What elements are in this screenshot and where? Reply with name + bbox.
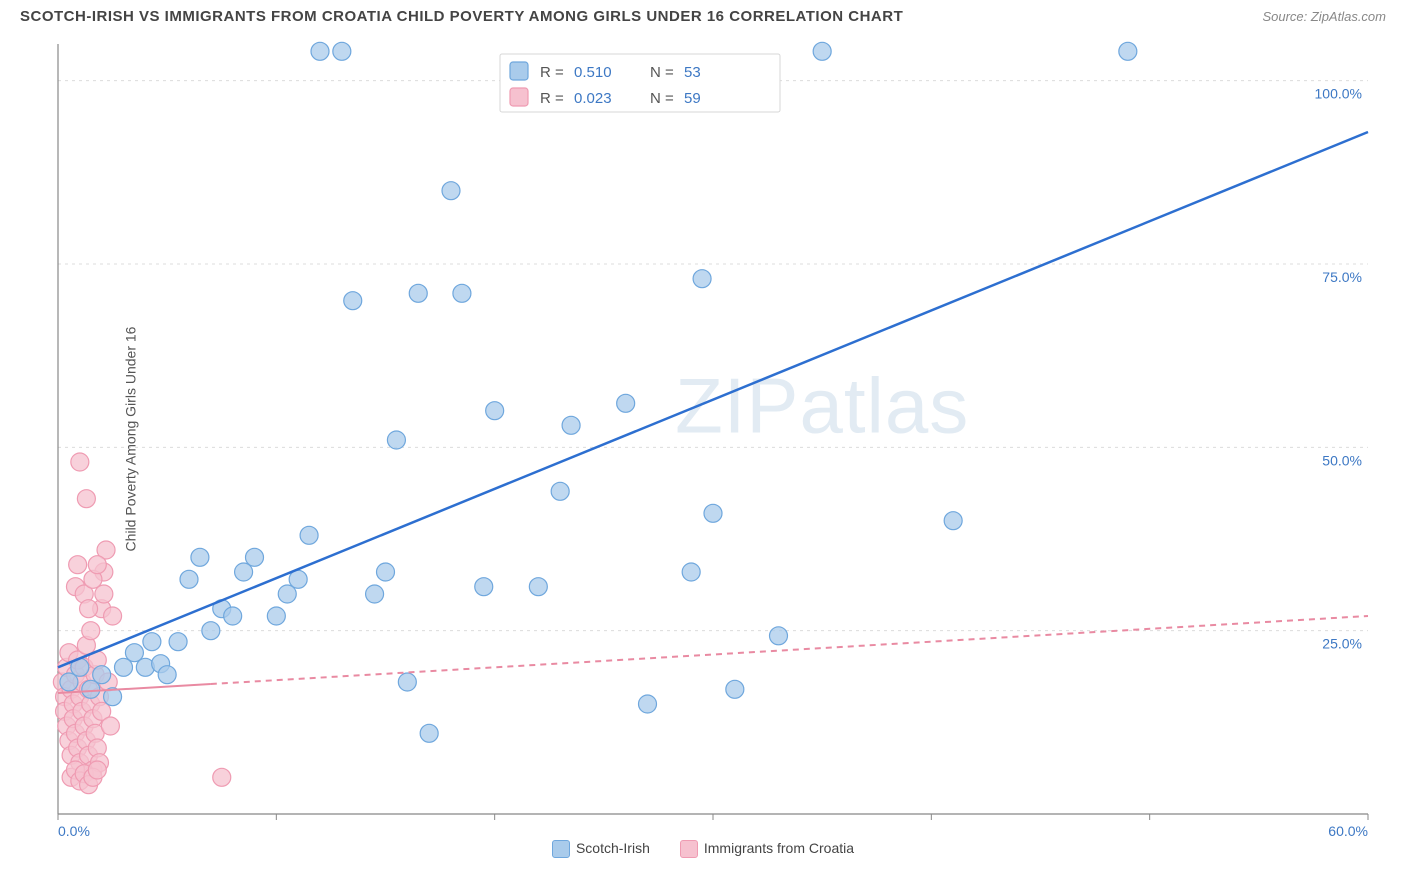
data-point <box>617 394 635 412</box>
data-point <box>180 570 198 588</box>
data-point <box>377 563 395 581</box>
legend-r-value: 0.023 <box>574 90 612 107</box>
data-point <box>366 585 384 603</box>
legend-n-label: N = <box>650 90 674 107</box>
data-point <box>562 416 580 434</box>
data-point <box>1119 42 1137 60</box>
data-point <box>551 482 569 500</box>
y-tick-label: 50.0% <box>1322 452 1362 468</box>
data-point <box>77 490 95 508</box>
data-point <box>704 504 722 522</box>
data-point <box>224 607 242 625</box>
data-point <box>191 548 209 566</box>
data-point <box>813 42 831 60</box>
data-point <box>453 284 471 302</box>
data-point <box>69 556 87 574</box>
y-axis-label: Child Poverty Among Girls Under 16 <box>122 327 138 552</box>
data-point <box>398 673 416 691</box>
legend-n-label: N = <box>650 64 674 81</box>
watermark: ZIPatlas <box>675 362 969 450</box>
y-tick-label: 25.0% <box>1322 636 1362 652</box>
data-point <box>101 717 119 735</box>
data-point <box>944 512 962 530</box>
chart-title: SCOTCH-IRISH VS IMMIGRANTS FROM CROATIA … <box>20 8 903 25</box>
data-point <box>639 695 657 713</box>
data-point <box>300 526 318 544</box>
data-point <box>442 182 460 200</box>
data-point <box>420 724 438 742</box>
data-point <box>693 270 711 288</box>
data-point <box>213 768 231 786</box>
correlation-legend: R = 0.510 N = 53 R = 0.023 N = 59 <box>500 54 780 112</box>
data-point <box>409 284 427 302</box>
data-point <box>311 42 329 60</box>
source-label: Source: <box>1262 9 1310 24</box>
data-point <box>770 627 788 645</box>
data-point <box>486 402 504 420</box>
legend-r-value: 0.510 <box>574 64 612 81</box>
data-point <box>475 578 493 596</box>
data-point <box>529 578 547 596</box>
data-point <box>104 607 122 625</box>
legend-r-label: R = <box>540 90 564 107</box>
chart-area: Child Poverty Among Girls Under 16 ZIPat… <box>40 34 1386 844</box>
data-point <box>387 431 405 449</box>
y-tick-label: 75.0% <box>1322 269 1362 285</box>
data-point <box>169 633 187 651</box>
chart-header: SCOTCH-IRISH VS IMMIGRANTS FROM CROATIA … <box>0 0 1406 29</box>
y-tick-label: 100.0% <box>1315 86 1362 102</box>
data-point <box>344 292 362 310</box>
data-point <box>143 633 161 651</box>
data-point <box>82 622 100 640</box>
x-tick-label: 60.0% <box>1328 823 1368 839</box>
data-point <box>80 600 98 618</box>
data-point <box>726 680 744 698</box>
data-point <box>71 453 89 471</box>
legend-swatch <box>510 62 528 80</box>
data-point <box>267 607 285 625</box>
data-point <box>88 761 106 779</box>
legend-n-value: 59 <box>684 90 701 107</box>
trend-line <box>58 132 1368 667</box>
x-tick-label: 0.0% <box>58 823 90 839</box>
data-point <box>202 622 220 640</box>
source-value: ZipAtlas.com <box>1311 9 1386 24</box>
data-point <box>88 556 106 574</box>
data-point <box>158 666 176 684</box>
data-point <box>682 563 700 581</box>
legend-n-value: 53 <box>684 64 701 81</box>
data-point <box>246 548 264 566</box>
chart-source: Source: ZipAtlas.com <box>1262 9 1386 24</box>
trend-line-extrapolated <box>211 616 1368 684</box>
scatter-chart: ZIPatlas 25.0% 50.0% 75.0% 100.0% 0.0% 60.0% R … <box>40 34 1386 844</box>
data-point <box>333 42 351 60</box>
legend-r-label: R = <box>540 64 564 81</box>
legend-swatch <box>510 88 528 106</box>
data-point <box>93 666 111 684</box>
